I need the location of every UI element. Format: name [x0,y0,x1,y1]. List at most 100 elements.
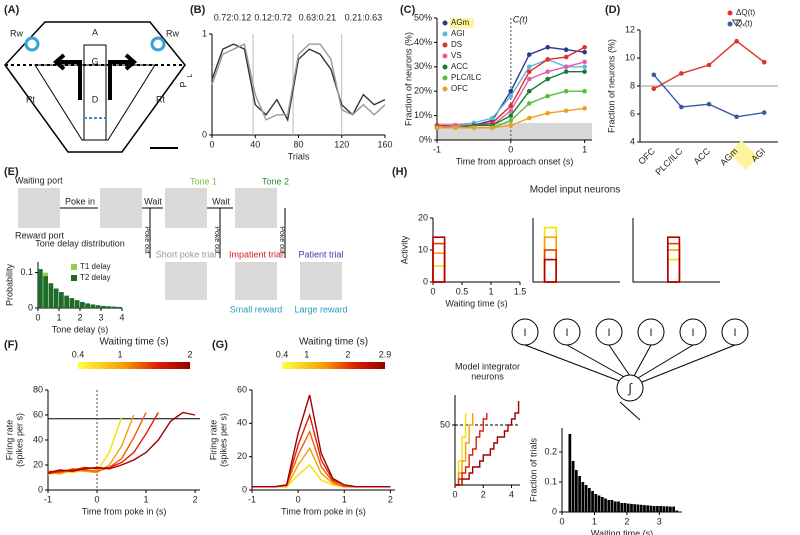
y-axis-label: Fraction of trials [528,437,538,502]
task-box [165,262,207,300]
node-label: I [523,327,526,339]
integrator-node [616,374,644,402]
point [563,88,569,94]
maze-label: D [92,94,99,104]
series-line [252,394,391,488]
series-line [653,74,765,118]
bar [652,506,656,512]
x-tick-label: 2 [193,494,198,504]
x-tick-label: -1 [248,494,256,504]
x-tick-label: 3 [657,516,662,526]
x-tick-label: 1 [488,286,493,296]
x-tick-label: OFC [636,146,657,167]
y-tick-label: 40 [33,434,43,444]
x-tick-label: 1 [56,312,61,322]
chart-title: Model integrator [455,361,520,371]
legend-swatch [71,275,77,281]
pulse [543,258,557,283]
point [582,69,587,74]
x-axis-label: Trials [288,151,310,161]
point [526,52,532,57]
point [679,104,684,110]
point [545,93,551,99]
legend-marker [442,31,448,37]
x-axis-label: Time from poke in (s) [82,506,167,516]
y-tick-label: 0.1 [20,267,33,277]
pulse [666,236,681,283]
chart-title: neurons [471,371,504,381]
task-label: Poke in [65,196,95,206]
bar [64,295,69,308]
bar [59,292,64,308]
x-tick-label: 3 [98,312,103,322]
bar [53,288,59,308]
series-line [252,463,391,488]
input-node [637,318,665,346]
task-label: Wait [144,196,162,206]
marker-triangle [731,19,742,27]
x-tick-label: PLC/ILC [653,146,684,177]
legend-label: ACC [451,62,468,71]
bar [675,510,679,512]
bar [69,298,75,308]
maze: Rw Rw A G D Rt Rt [4,21,186,153]
bar [584,485,588,512]
task-box [300,262,342,300]
task-label: Tone 1 [190,176,217,186]
task-label: Poke out [213,226,220,254]
bar [665,506,669,512]
task-label: Large reward [294,304,347,314]
point [761,110,767,115]
bar [597,495,601,512]
legend-label: OFC [451,84,468,93]
y-tick-label: 50 [440,419,450,429]
series-line [211,43,386,121]
point [563,108,569,114]
bar [106,306,111,308]
bar [48,283,54,308]
point [508,93,514,99]
point [508,103,514,109]
point [582,49,587,55]
legend-swatch [71,264,77,270]
colorbar-label: Waiting time (s) [99,337,168,348]
x-tick-label: 0 [430,286,435,296]
point [508,88,514,94]
y-tick-label: 0.2 [544,446,557,456]
x-tick-label: -1 [433,144,441,154]
pulse [666,258,681,283]
bar [623,503,627,512]
bar [568,434,572,512]
y-tick-label: 50% [414,12,432,22]
x-axis-label: Waiting time (s) [445,298,507,308]
legend-label: Qₓ(t) [736,19,753,28]
node-label: I [733,327,736,339]
x-axis-label: Tone delay (s) [52,324,109,334]
point [563,69,569,74]
axis [432,218,520,283]
bar [571,461,575,512]
y-axis-label-sub: L [187,74,194,78]
bar [633,504,637,512]
legend-label: DS [451,40,462,49]
x-tick-label: ACC [692,146,713,167]
point [651,86,657,92]
task-box [100,188,142,228]
y-tick-label: 40 [237,418,247,428]
task-box [18,188,60,228]
x-tick-label: 4 [119,312,124,322]
x-tick-label: 1 [144,494,149,504]
block-label: 0.72:0.12 [214,12,252,22]
x-tick-label: 0 [296,494,301,504]
maze-label: A [92,27,98,37]
point [734,38,739,44]
x-tick-label: 2 [481,489,486,499]
bar [574,470,578,512]
maze-label: Rt [156,94,165,104]
legend-marker [442,53,448,59]
node-label: I [607,327,610,339]
block-label: 0.63:0.21 [299,12,337,22]
point [508,118,514,123]
axis [454,395,520,486]
